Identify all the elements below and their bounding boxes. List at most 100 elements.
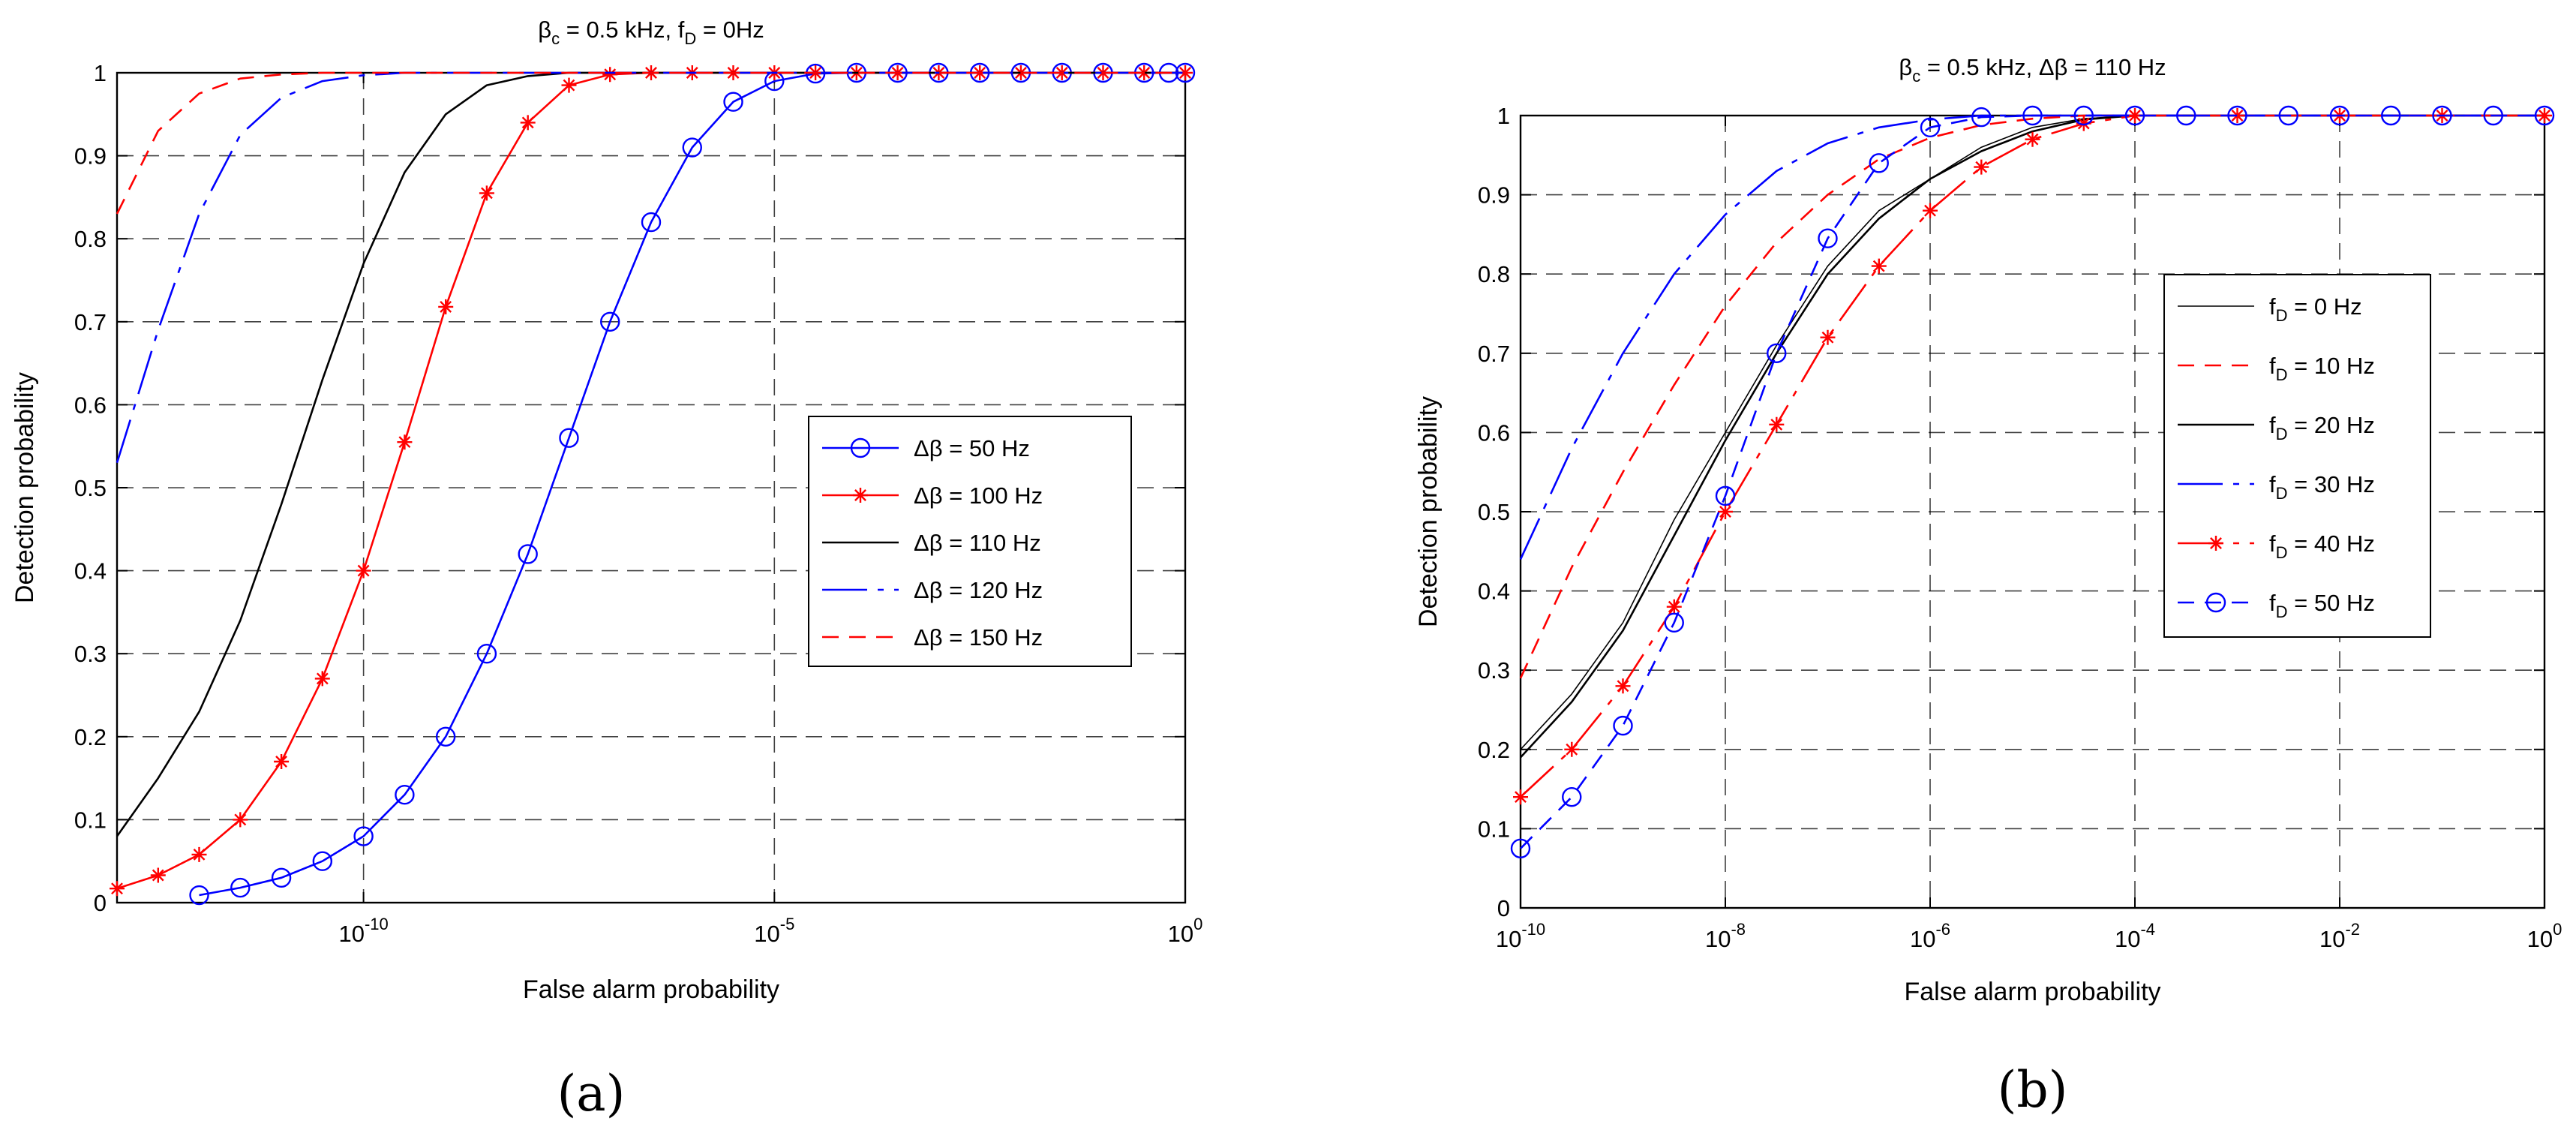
legend-label: fD = 10 Hz (2269, 353, 2375, 384)
data-point-star (233, 812, 248, 828)
y-tick-label: 0.4 (1478, 579, 1510, 605)
y-tick-label: 0.5 (1478, 499, 1510, 525)
chart-title: βc = 0.5 kHz, fD = 0Hz (538, 17, 764, 48)
data-point-star (110, 881, 125, 897)
data-point-star (2127, 108, 2142, 123)
legend-label: Δβ = 120 Hz (914, 577, 1043, 603)
data-point-star (602, 67, 618, 83)
x-tick-label: 10-10 (338, 915, 388, 947)
x-tick-label: 10-2 (2319, 920, 2360, 952)
data-point-star (1769, 416, 1785, 432)
data-point-circle (230, 877, 251, 898)
legend-marker-star (853, 488, 868, 503)
data-point-circle (2073, 105, 2094, 126)
legend-marker-circle (850, 437, 871, 458)
data-point-circle (476, 644, 497, 664)
y-tick-label: 0.9 (1478, 182, 1510, 209)
series-line (1520, 114, 2544, 849)
chart-title: βc = 0.5 kHz, Δβ = 110 Hz (1899, 54, 2166, 86)
data-point-circle (2483, 105, 2503, 126)
data-point-circle (353, 826, 374, 846)
data-point-star (438, 299, 454, 314)
data-point-circle (518, 544, 538, 564)
data-point-circle (1715, 485, 1736, 506)
data-point-star (2537, 108, 2552, 123)
x-tick-label: 100 (2527, 920, 2562, 952)
y-tick-label: 0.6 (74, 392, 107, 418)
y-tick-label: 0.9 (74, 143, 107, 170)
data-point-circle (1767, 343, 1787, 363)
x-tick-label: 10-8 (1705, 920, 1746, 952)
legend-label: fD = 20 Hz (2269, 412, 2375, 443)
data-point-circle (271, 867, 292, 888)
series-4 (1513, 108, 2552, 805)
data-point-star (1666, 599, 1682, 615)
legend-label: Δβ = 150 Hz (914, 624, 1043, 651)
data-point-star (479, 185, 494, 201)
y-tick-label: 1 (1497, 103, 1510, 129)
y-tick-label: 0.8 (1478, 261, 1510, 287)
y-tick-label: 0.1 (1478, 816, 1510, 842)
legend-box (808, 416, 1132, 667)
data-point-circle (1613, 715, 1633, 736)
y-axis-label: Detection probability (1414, 396, 1443, 627)
data-point-star (2025, 131, 2040, 147)
y-tick-label: 0.7 (74, 309, 107, 335)
chart-panel-a: 0 0.1 0.2 0.3 0.4 0.5 0.6 0.7 0.8 0.9 1 10-10 10-5 10… (11, 17, 1202, 1122)
data-point-circle (2176, 105, 2196, 126)
series-line (116, 71, 1185, 464)
data-point-star (1615, 678, 1631, 694)
data-point-star (1923, 203, 1938, 218)
data-point-star (397, 434, 413, 450)
series-4 (116, 71, 1185, 215)
data-point-circle (1510, 838, 1531, 859)
data-point-star (561, 77, 577, 93)
data-point-star (1513, 789, 1528, 805)
legend-label: fD = 30 Hz (2269, 471, 2375, 503)
legend-label: fD = 50 Hz (2269, 590, 2375, 621)
legend-label: fD = 40 Hz (2269, 530, 2375, 562)
series-5 (1510, 105, 2555, 859)
legend-label: Δβ = 100 Hz (914, 482, 1043, 509)
x-axis-label: False alarm probability (1904, 978, 2160, 1006)
y-tick-label: 0.8 (74, 226, 107, 252)
data-point-star (356, 563, 371, 579)
y-tick-label: 0.1 (74, 807, 107, 833)
data-point-star (1974, 159, 1989, 175)
data-point-circle (395, 785, 415, 805)
y-tick-label: 0.2 (74, 724, 107, 750)
data-point-circle (1664, 612, 1684, 633)
panel-label: (b) (1998, 1061, 2068, 1119)
x-tick-label: 100 (1168, 915, 1203, 947)
legend-marker-star (2208, 536, 2223, 551)
data-point-circle (2432, 105, 2452, 126)
legend-label: fD = 0 Hz (2269, 293, 2362, 325)
series-line (116, 71, 1185, 215)
data-point-circle (682, 137, 702, 158)
x-tick-label: 10-5 (754, 915, 794, 947)
data-point-circle (2022, 105, 2043, 126)
data-point-star (520, 115, 536, 131)
data-point-star (150, 867, 166, 883)
x-tick-label: 10-10 (1496, 920, 1545, 952)
data-point-circle (189, 885, 209, 906)
data-point-star (1820, 329, 1836, 345)
legend-marker-circle (2205, 592, 2226, 613)
y-tick-label: 1 (94, 60, 107, 86)
data-point-circle (1562, 786, 1582, 807)
data-point-circle (1869, 153, 1889, 173)
chart-panel-b: 0 0.1 0.2 0.3 0.4 0.5 0.6 0.7 0.8 0.9 1 10-10 10-8 10… (1414, 54, 2562, 1119)
y-tick-label: 0.6 (1478, 419, 1510, 446)
legend: Δβ = 50 Hz Δβ = 100 Hz Δβ = 110 Hz Δβ = 120… (808, 416, 1132, 667)
data-point-circle (2534, 105, 2555, 126)
data-point-star (1564, 741, 1580, 757)
x-tick-label: 10-4 (2115, 920, 2155, 952)
data-point-star (274, 754, 290, 769)
x-tick-label: 10-6 (1910, 920, 1950, 952)
data-point-circle (559, 428, 579, 448)
legend: fD = 0 Hz fD = 10 Hz fD = 20 Hz fD = 30 Hz f… (2163, 274, 2431, 638)
data-point-circle (2227, 105, 2247, 126)
y-tick-label: 0.5 (74, 475, 107, 501)
data-point-circle (1971, 107, 1992, 128)
